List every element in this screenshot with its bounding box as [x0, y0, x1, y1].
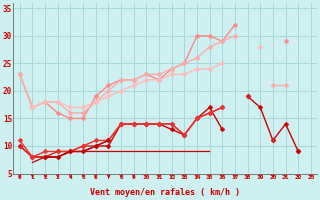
X-axis label: Vent moyen/en rafales ( km/h ): Vent moyen/en rafales ( km/h ) [90, 188, 240, 197]
